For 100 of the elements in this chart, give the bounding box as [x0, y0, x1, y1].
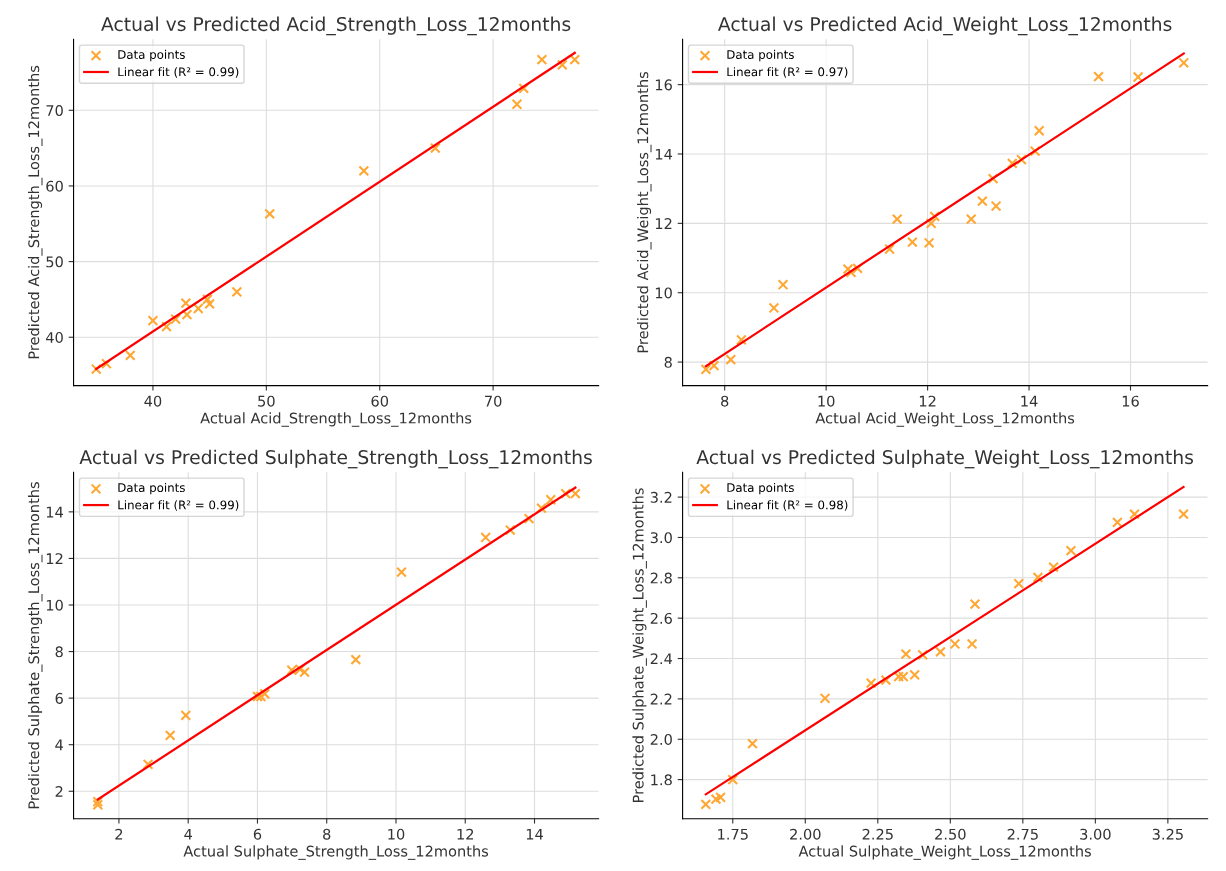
y-tick-label: 2	[55, 785, 63, 797]
x-tick-label: 4	[184, 828, 193, 840]
point	[299, 666, 310, 678]
point	[1093, 71, 1104, 83]
point	[949, 638, 961, 650]
x-tick-label: 12	[457, 828, 474, 840]
point	[556, 59, 568, 71]
x-axis-title: Actual Sulphate_Strength_Loss_12months	[183, 845, 489, 860]
point	[181, 309, 193, 320]
x-tick-label: 2.25	[862, 828, 893, 840]
point	[480, 532, 492, 543]
y-tick-label: 70	[46, 105, 63, 117]
point	[1065, 545, 1077, 556]
point	[536, 502, 547, 514]
y-tick-label: 12	[655, 218, 672, 229]
y-tick-label: 40	[45, 331, 63, 343]
y-tick-label: 14	[655, 148, 673, 160]
y-tick-label: 50	[46, 256, 63, 268]
x-tick-label: 2.50	[935, 828, 966, 840]
point	[700, 798, 712, 810]
y-tick-label: 16	[655, 79, 672, 91]
point	[1111, 516, 1123, 528]
y-tick-label: 2.8	[650, 572, 672, 584]
x-tick-label: 1.75	[718, 828, 748, 840]
y-axis-title: Predicted Acid_Weight_Loss_12months	[637, 71, 652, 353]
x-tick-label: 3.00	[1080, 828, 1111, 840]
point	[1132, 71, 1144, 83]
point	[727, 774, 739, 786]
y-tick-label: 10	[46, 599, 63, 611]
x-tick-label: 70	[485, 395, 502, 407]
y-tick-label: 4	[55, 739, 64, 751]
x-tick-label: 12	[919, 395, 936, 407]
x-tick-label: 16	[1122, 395, 1139, 407]
x-tick-label: 50	[258, 395, 275, 407]
point	[990, 200, 1002, 212]
point	[923, 237, 935, 249]
point	[917, 649, 929, 661]
point	[725, 354, 737, 366]
x-tick-label: 60	[371, 395, 389, 407]
point	[1013, 578, 1025, 590]
x-tick-label: 8	[721, 395, 729, 407]
x-tick-label: 3.25	[1152, 828, 1183, 840]
point	[204, 298, 216, 310]
point	[884, 243, 895, 255]
point	[1178, 57, 1190, 69]
point	[536, 54, 548, 66]
point	[161, 321, 172, 333]
point	[90, 363, 102, 375]
legend-label: Data points	[118, 482, 185, 495]
point	[891, 213, 903, 225]
y-tick-label: 12	[46, 553, 63, 564]
point	[710, 793, 722, 805]
point	[545, 494, 557, 506]
chart-title: Actual vs Predicted Sulphate_Weight_Loss_12months	[696, 449, 1194, 469]
y-tick-label: 6	[55, 692, 63, 704]
point	[264, 208, 276, 220]
point	[429, 142, 441, 154]
point	[164, 729, 176, 741]
point	[180, 709, 192, 721]
x-tick-label: 10	[388, 828, 405, 840]
point	[987, 173, 999, 185]
point	[736, 334, 747, 346]
x-axis-title: Actual Sulphate_Weight_Loss_12months	[798, 845, 1091, 860]
point	[124, 349, 136, 361]
y-axis-title: Predicted Acid_Strength_Loss_12months	[27, 65, 43, 359]
x-axis-title: Actual Acid_Strength_Loss_12months	[200, 412, 472, 427]
x-tick-label: 14	[526, 828, 543, 840]
point	[976, 195, 988, 207]
point	[350, 654, 362, 666]
y-tick-label: 10	[655, 287, 672, 299]
point	[255, 691, 267, 702]
point	[929, 210, 941, 222]
point	[768, 302, 780, 314]
y-tick-label: 3.0	[650, 532, 672, 544]
point	[865, 677, 877, 689]
x-tick-label: 14	[1021, 395, 1038, 407]
point	[925, 217, 937, 229]
point	[142, 758, 154, 770]
x-tick-label: 10	[818, 395, 835, 407]
point	[715, 791, 727, 803]
point	[819, 692, 831, 704]
point	[101, 358, 112, 370]
chart-title: Actual vs Predicted Sulphate_Strength_Loss_12months	[79, 449, 592, 469]
y-tick-label: 2.4	[650, 653, 673, 665]
point	[523, 513, 535, 525]
point	[569, 54, 581, 66]
y-tick-label: 8	[55, 646, 63, 658]
y-tick-label: 60	[46, 180, 63, 192]
chart-title: Actual vs Predicted Acid_Strength_Loss_12months	[101, 16, 571, 36]
point	[900, 648, 912, 660]
point	[170, 313, 182, 325]
y-tick-label: 2.6	[650, 612, 672, 624]
point	[511, 98, 523, 110]
point	[1048, 561, 1060, 573]
point	[396, 566, 407, 578]
legend-label: Data points	[118, 49, 185, 62]
legend-label: Linear fit (R² = 0.98)	[727, 500, 848, 511]
legend-label: Linear fit (R² = 0.99)	[118, 500, 239, 511]
point	[1033, 125, 1045, 137]
point	[192, 303, 204, 314]
